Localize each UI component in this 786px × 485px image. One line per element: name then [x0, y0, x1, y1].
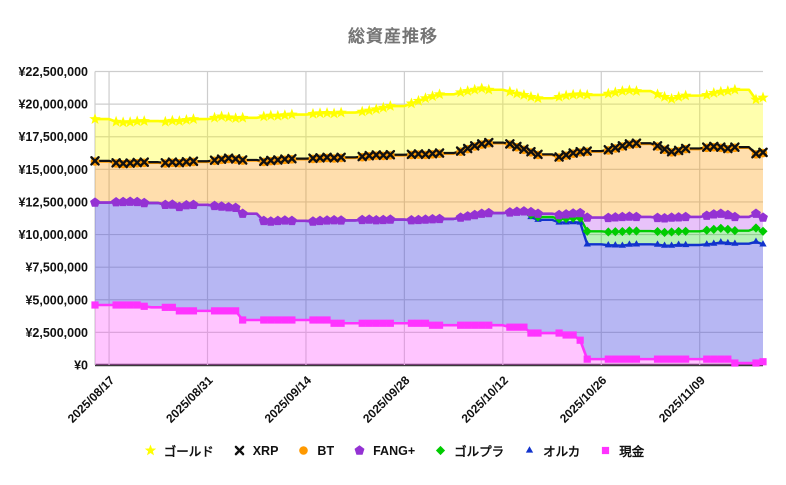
- x-axis-label: 2025/09/28: [360, 373, 413, 426]
- legend-label: ゴールド: [163, 445, 214, 459]
- chart-legend: ゴールド XRP BT FANG+ ゴルプラ オルカ 現金: [0, 441, 786, 460]
- diamond-icon: [436, 445, 446, 456]
- x-axis-label: 2025/08/17: [65, 373, 118, 426]
- y-axis-label: ¥20,000,000: [18, 98, 88, 112]
- y-axis-label: ¥7,500,000: [25, 261, 88, 275]
- x-axis-label: 2025/09/14: [262, 373, 315, 426]
- legend-item-7[interactable]: 現金: [597, 441, 644, 460]
- y-axis-label: ¥12,500,000: [18, 195, 88, 209]
- legend-label: BT: [317, 443, 335, 458]
- legend-item-6[interactable]: オルカ: [521, 441, 580, 460]
- legend-label: FANG+: [373, 443, 416, 458]
- square-icon: [602, 446, 610, 455]
- legend-item-1[interactable]: ゴールド: [142, 441, 214, 460]
- x-axis-label: 2025/10/26: [557, 373, 610, 426]
- legend-item-5[interactable]: ゴルプラ: [432, 441, 504, 460]
- chart-title: 総資産推移: [348, 27, 438, 46]
- legend-label: 現金: [619, 445, 645, 459]
- x-axis-label: 2025/10/12: [459, 373, 512, 426]
- y-axis-label: ¥15,000,000: [18, 163, 88, 177]
- pentagon-icon: [354, 445, 365, 455]
- star-icon: [144, 444, 156, 456]
- y-axis-label: ¥10,000,000: [18, 228, 88, 242]
- legend-item-2[interactable]: XRP: [231, 443, 279, 458]
- legend-item-3[interactable]: BT: [295, 443, 334, 458]
- triangle-icon: [526, 446, 534, 453]
- y-axis-label: ¥2,500,000: [25, 326, 88, 340]
- legend-label: ゴルプラ: [454, 445, 505, 459]
- legend-item-4[interactable]: FANG+: [351, 443, 415, 458]
- legend-label: XRP: [252, 443, 279, 458]
- y-axis-label: ¥0: [74, 359, 88, 373]
- x-axis-label: 2025/11/09: [656, 373, 708, 425]
- legend-label: オルカ: [543, 445, 581, 459]
- y-axis-label: ¥22,500,000: [18, 65, 88, 79]
- y-axis-label: ¥5,000,000: [25, 293, 88, 307]
- x-axis-label: 2025/08/31: [163, 373, 216, 426]
- x-icon: [234, 445, 245, 456]
- y-axis-label: ¥17,500,000: [18, 130, 88, 144]
- circle-icon: [299, 446, 309, 455]
